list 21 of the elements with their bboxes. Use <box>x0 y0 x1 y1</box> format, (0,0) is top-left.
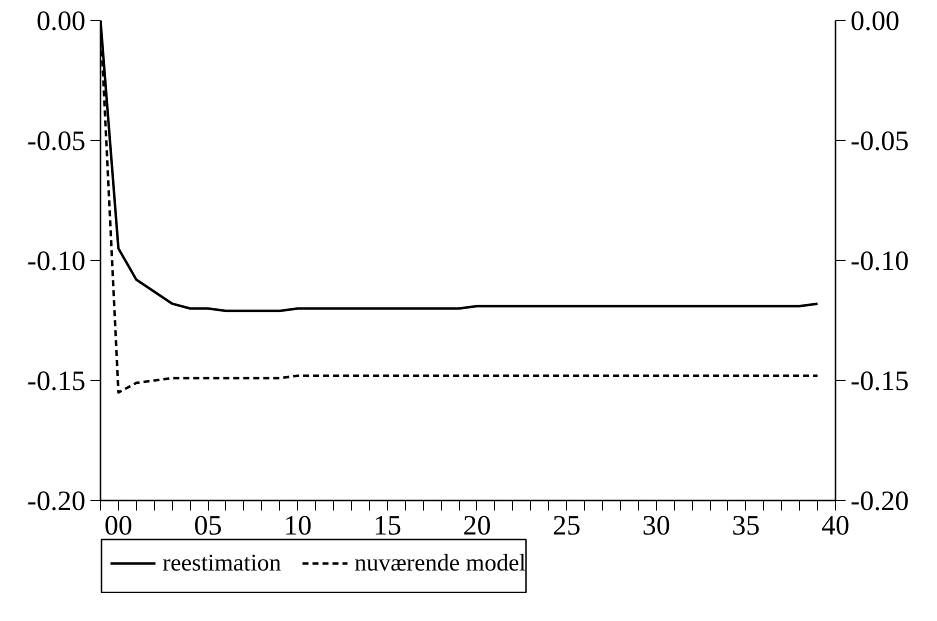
x-tick-label: 20 <box>462 510 491 542</box>
y-tick-label: -0.05 <box>27 126 86 157</box>
y2-tick-label: 0.00 <box>850 6 900 37</box>
x-tick-label: 00 <box>104 510 132 542</box>
y2-tick-label: -0.20 <box>850 486 909 517</box>
y-tick-label: -0.15 <box>27 366 86 397</box>
x-tick-label: 35 <box>732 510 760 542</box>
y2-tick-label: -0.15 <box>850 366 909 397</box>
y2-tick-label: -0.10 <box>850 246 909 277</box>
y-tick-label: -0.20 <box>27 486 86 517</box>
legend-label: reestimation <box>162 550 282 576</box>
y-tick-label: -0.10 <box>27 246 86 277</box>
x-tick-label: 05 <box>194 510 222 542</box>
x-tick-label: 15 <box>373 510 402 542</box>
x-tick-label: 40 <box>822 510 850 542</box>
x-tick-label: 30 <box>642 510 670 542</box>
y-tick-label: 0.00 <box>36 6 86 37</box>
legend-label: nuværende model <box>354 550 526 576</box>
x-tick-label: 25 <box>552 510 581 542</box>
x-tick-label: 10 <box>284 510 312 542</box>
y2-tick-label: -0.05 <box>850 126 909 157</box>
